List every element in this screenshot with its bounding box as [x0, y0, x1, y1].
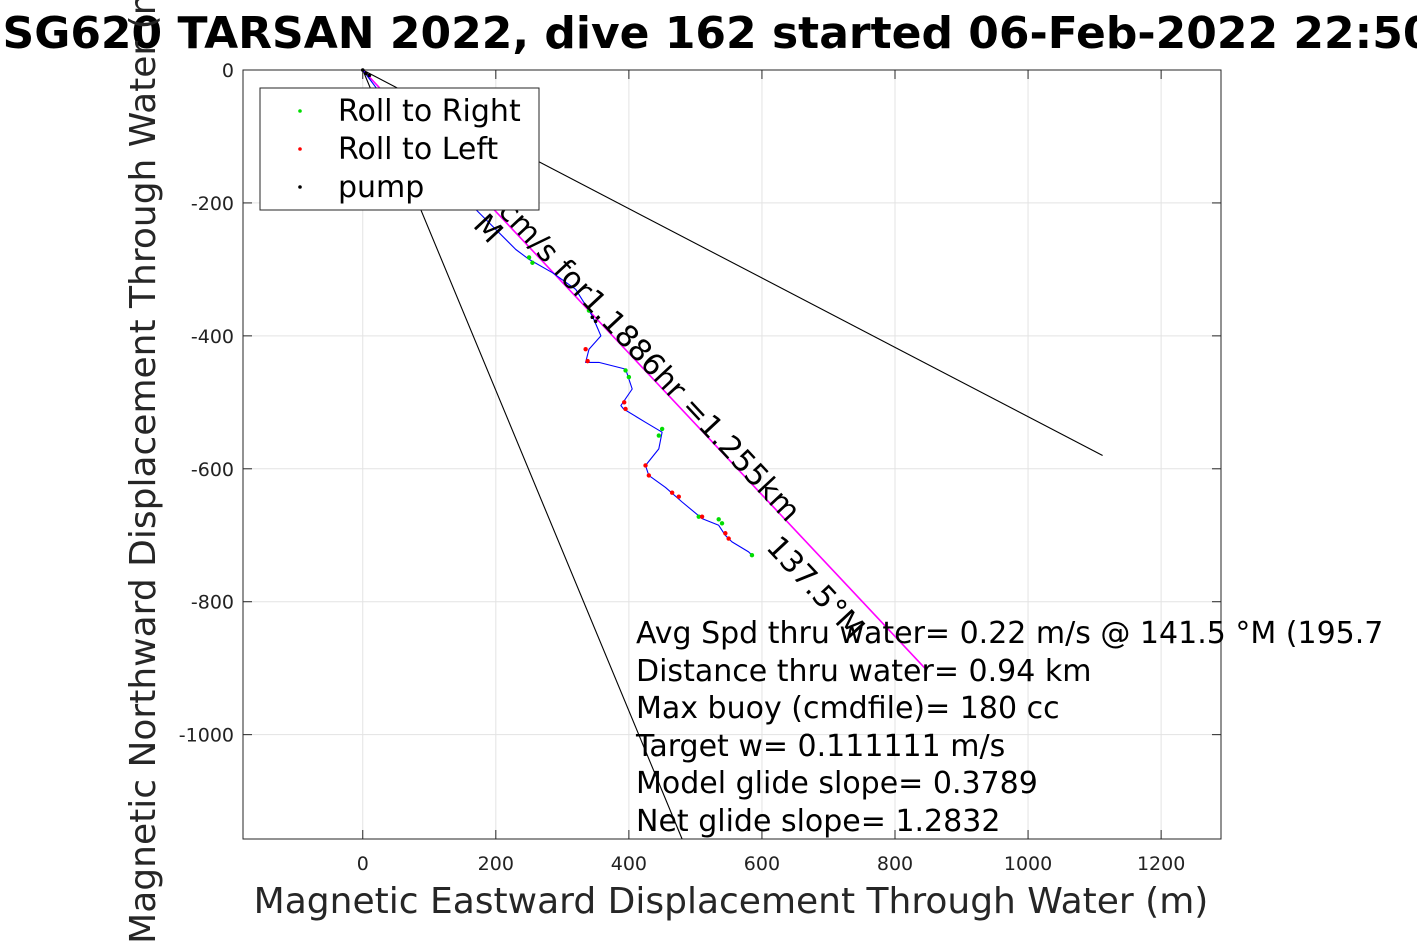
marker-layer: [360, 68, 755, 558]
roll-right-point: [716, 517, 721, 522]
x-tick-label: 200: [478, 853, 514, 875]
chart-title: SG620 TARSAN 2022, dive 162 started 06-F…: [3, 8, 1417, 59]
note-avg-speed: Avg Spd thru water= 0.22 m/s @ 141.5 °M …: [636, 616, 1383, 651]
legend-box: [259, 87, 540, 211]
roll-left-point: [726, 536, 731, 541]
roll-left-point: [585, 358, 590, 364]
roll-left-point: [623, 406, 628, 412]
y-axis-label: Magnetic Northward Displacement Through …: [123, 0, 164, 944]
pump-point: [367, 73, 372, 78]
legend-marker-roll-left: [298, 147, 302, 151]
roll-left-point: [583, 346, 588, 352]
roll-right-point: [526, 255, 532, 260]
series-track: [362, 69, 753, 556]
roll-left-point: [723, 531, 728, 536]
roll-right-point: [749, 552, 755, 558]
pump-point: [593, 319, 598, 324]
legend-marker-roll-right: [298, 109, 302, 113]
x-tick-label: 1000: [1004, 853, 1052, 875]
y-tick-label: -600: [191, 459, 234, 481]
note-max-buoy: Max buoy (cmdfile)= 180 cc: [636, 691, 1060, 726]
legend-marker-pump: [298, 185, 302, 189]
y-tick-labels: 0 -200 -400 -600 -800 -1000: [179, 60, 234, 747]
grid-lines: [243, 69, 1221, 839]
roll-right-point: [696, 514, 701, 519]
x-axis-label: Magnetic Eastward Displacement Through W…: [254, 881, 1209, 922]
tick-marks: [243, 69, 1221, 839]
legend-label-roll-right: Roll to Right: [338, 94, 521, 129]
roll-right-point: [530, 260, 535, 265]
legend-label-pump: pump: [338, 170, 424, 205]
speed-annotation: cm/s for1.1886hr =1.255km: [491, 194, 807, 529]
x-tick-label: 1200: [1137, 853, 1185, 875]
pump-point: [590, 315, 595, 320]
roll-left-point: [676, 494, 681, 499]
y-tick-label: 0: [222, 60, 234, 82]
x-tick-labels: 0 200 400 600 800 1000 1200: [357, 853, 1186, 875]
roll-right-point: [586, 308, 592, 313]
note-model-glide: Model glide slope= 0.3789: [636, 766, 1038, 801]
note-net-glide: Net glide slope= 1.2832: [636, 804, 1000, 839]
legend-label-roll-left: Roll to Left: [338, 132, 498, 167]
x-tick-label: 0: [357, 853, 369, 875]
roll-left-point: [669, 490, 675, 495]
note-target-w: Target w= 0.111111 m/s: [635, 729, 1005, 764]
y-tick-label: -1000: [179, 725, 234, 747]
y-tick-label: -800: [191, 592, 234, 614]
x-tick-label: 800: [877, 853, 913, 875]
roll-right-point: [626, 374, 632, 380]
roll-left-point: [643, 463, 648, 468]
x-tick-label: 400: [611, 853, 647, 875]
roll-left-point: [699, 514, 705, 519]
y-tick-label: -400: [191, 326, 234, 348]
plot-area-frame: [242, 69, 1222, 840]
pump-point: [364, 71, 368, 76]
roll-right-point: [656, 433, 662, 438]
roll-right-point: [659, 426, 665, 432]
roll-left-point: [646, 473, 652, 478]
x-tick-label: 600: [744, 853, 780, 875]
roll-right-point: [719, 521, 725, 526]
y-tick-label: -200: [191, 193, 234, 215]
summary-notes: Avg Spd thru water= 0.22 m/s @ 141.5 °M …: [635, 616, 1383, 839]
roll-right-point: [623, 368, 628, 373]
roll-left-point: [622, 400, 627, 405]
note-distance: Distance thru water= 0.94 km: [636, 654, 1091, 689]
pump-point: [360, 68, 365, 72]
legend: Roll to Right Roll to Left pump: [259, 87, 540, 211]
